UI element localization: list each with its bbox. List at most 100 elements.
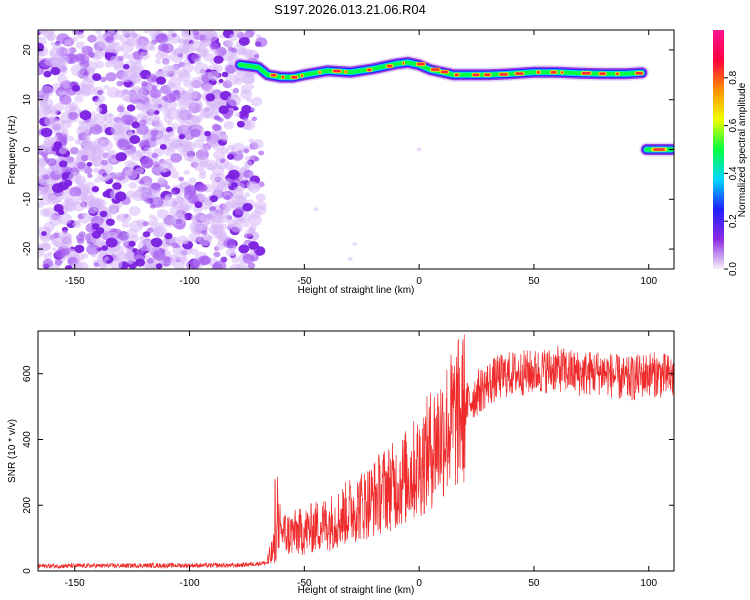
noise-speckle xyxy=(138,239,152,252)
noise-speckle xyxy=(71,84,81,92)
snr-panel: -150 -100 -50 0 50 100 0 200 400 600 Height of s… xyxy=(7,330,675,596)
noise-speckle xyxy=(105,72,117,82)
noise-speckle xyxy=(215,243,225,251)
noise-speckle xyxy=(88,195,94,200)
noise-speckle xyxy=(231,256,240,264)
noise-speckle xyxy=(184,186,192,193)
noise-speckle xyxy=(221,147,229,155)
noise-speckle xyxy=(182,239,189,245)
noise-speckle xyxy=(249,228,256,234)
noise-speckle xyxy=(213,251,221,258)
noise-speckle xyxy=(86,66,95,74)
noise-speckle xyxy=(225,74,239,86)
noise-speckle xyxy=(200,216,206,221)
noise-speckle xyxy=(224,195,231,200)
noise-speckle xyxy=(93,262,100,268)
noise-speckle xyxy=(91,230,102,239)
x-tick-label: 50 xyxy=(528,276,540,287)
noise-speckle xyxy=(187,194,199,204)
noise-speckle xyxy=(120,41,134,53)
noise-speckle xyxy=(180,46,189,54)
noise-speckle xyxy=(87,153,97,162)
noise-speckle xyxy=(213,51,219,57)
noise-speckle xyxy=(220,256,228,263)
noise-speckle xyxy=(92,205,101,211)
noise-speckle xyxy=(253,156,260,162)
trace-hotspot xyxy=(484,73,491,77)
noise-speckle xyxy=(149,203,156,209)
noise-speckle xyxy=(68,248,74,253)
noise-speckle xyxy=(313,207,319,212)
noise-speckle xyxy=(178,133,186,140)
noise-speckle xyxy=(38,167,48,176)
noise-speckle xyxy=(215,229,227,239)
y-tick-label: -20 xyxy=(22,241,33,256)
noise-speckle xyxy=(416,147,422,152)
colorbar-tick-label: 0.0 xyxy=(728,262,739,276)
noise-speckle xyxy=(141,115,148,121)
noise-speckle xyxy=(38,42,44,52)
trace-hotspot xyxy=(635,72,643,75)
noise-speckle xyxy=(87,173,93,178)
noise-speckle xyxy=(254,205,267,216)
noise-speckle xyxy=(204,220,210,226)
noise-speckle xyxy=(42,174,50,180)
noise-speckle xyxy=(121,213,132,223)
noise-speckle xyxy=(95,30,102,34)
noise-speckle xyxy=(150,129,159,137)
noise-speckle xyxy=(148,30,157,37)
noise-speckle xyxy=(122,52,130,59)
noise-speckle xyxy=(120,76,128,83)
noise-speckle xyxy=(190,82,196,87)
noise-speckle xyxy=(74,244,85,254)
noise-speckle xyxy=(101,159,109,166)
noise-speckle xyxy=(218,105,229,115)
noise-speckle xyxy=(53,102,65,112)
noise-speckle xyxy=(49,51,56,57)
noise-speckle xyxy=(232,194,247,206)
noise-speckle xyxy=(146,73,158,83)
noise-speckle xyxy=(155,52,164,60)
noise-speckle xyxy=(116,257,125,264)
noise-speckle xyxy=(166,121,173,126)
noise-speckle xyxy=(153,225,168,238)
noise-speckle xyxy=(207,70,220,81)
noise-speckle xyxy=(72,221,82,229)
x-tick-label: -50 xyxy=(297,578,312,589)
noise-speckle xyxy=(58,209,65,216)
noise-speckle xyxy=(81,212,87,218)
noise-speckle xyxy=(135,258,146,267)
trace-hotspot xyxy=(581,72,591,75)
noise-speckle xyxy=(218,78,224,83)
figure-title: S197.2026.013.21.06.R04 xyxy=(274,2,426,17)
noise-speckle xyxy=(94,99,103,106)
noise-speckle xyxy=(140,157,154,168)
noise-speckle xyxy=(204,159,218,171)
noise-speckle xyxy=(110,158,116,163)
noise-speckle xyxy=(242,221,250,228)
noise-speckle xyxy=(40,85,54,98)
noise-speckle xyxy=(77,161,86,170)
snr-frame xyxy=(37,330,675,572)
noise-speckle xyxy=(128,181,137,190)
noise-speckle xyxy=(204,130,212,137)
trace-hotspot xyxy=(599,72,606,75)
noise-speckle xyxy=(245,120,251,126)
noise-speckle xyxy=(96,33,107,43)
noise-speckle xyxy=(50,67,61,76)
y-tick-label: 400 xyxy=(22,431,33,448)
trace-hotspot xyxy=(561,71,563,74)
noise-speckle xyxy=(38,50,45,57)
noise-speckle xyxy=(141,80,148,87)
trace-hotspot xyxy=(440,70,449,74)
colorbar-label: Normalized spectral amplitude xyxy=(737,82,748,217)
noise-speckle xyxy=(188,177,197,184)
noise-speckle xyxy=(251,139,264,150)
noise-speckle xyxy=(250,96,263,107)
noise-speckle xyxy=(136,249,144,256)
noise-speckle xyxy=(238,244,250,254)
noise-speckle xyxy=(158,176,166,183)
noise-speckle xyxy=(238,36,250,46)
noise-speckle xyxy=(58,213,72,225)
noise-speckle xyxy=(67,136,74,142)
